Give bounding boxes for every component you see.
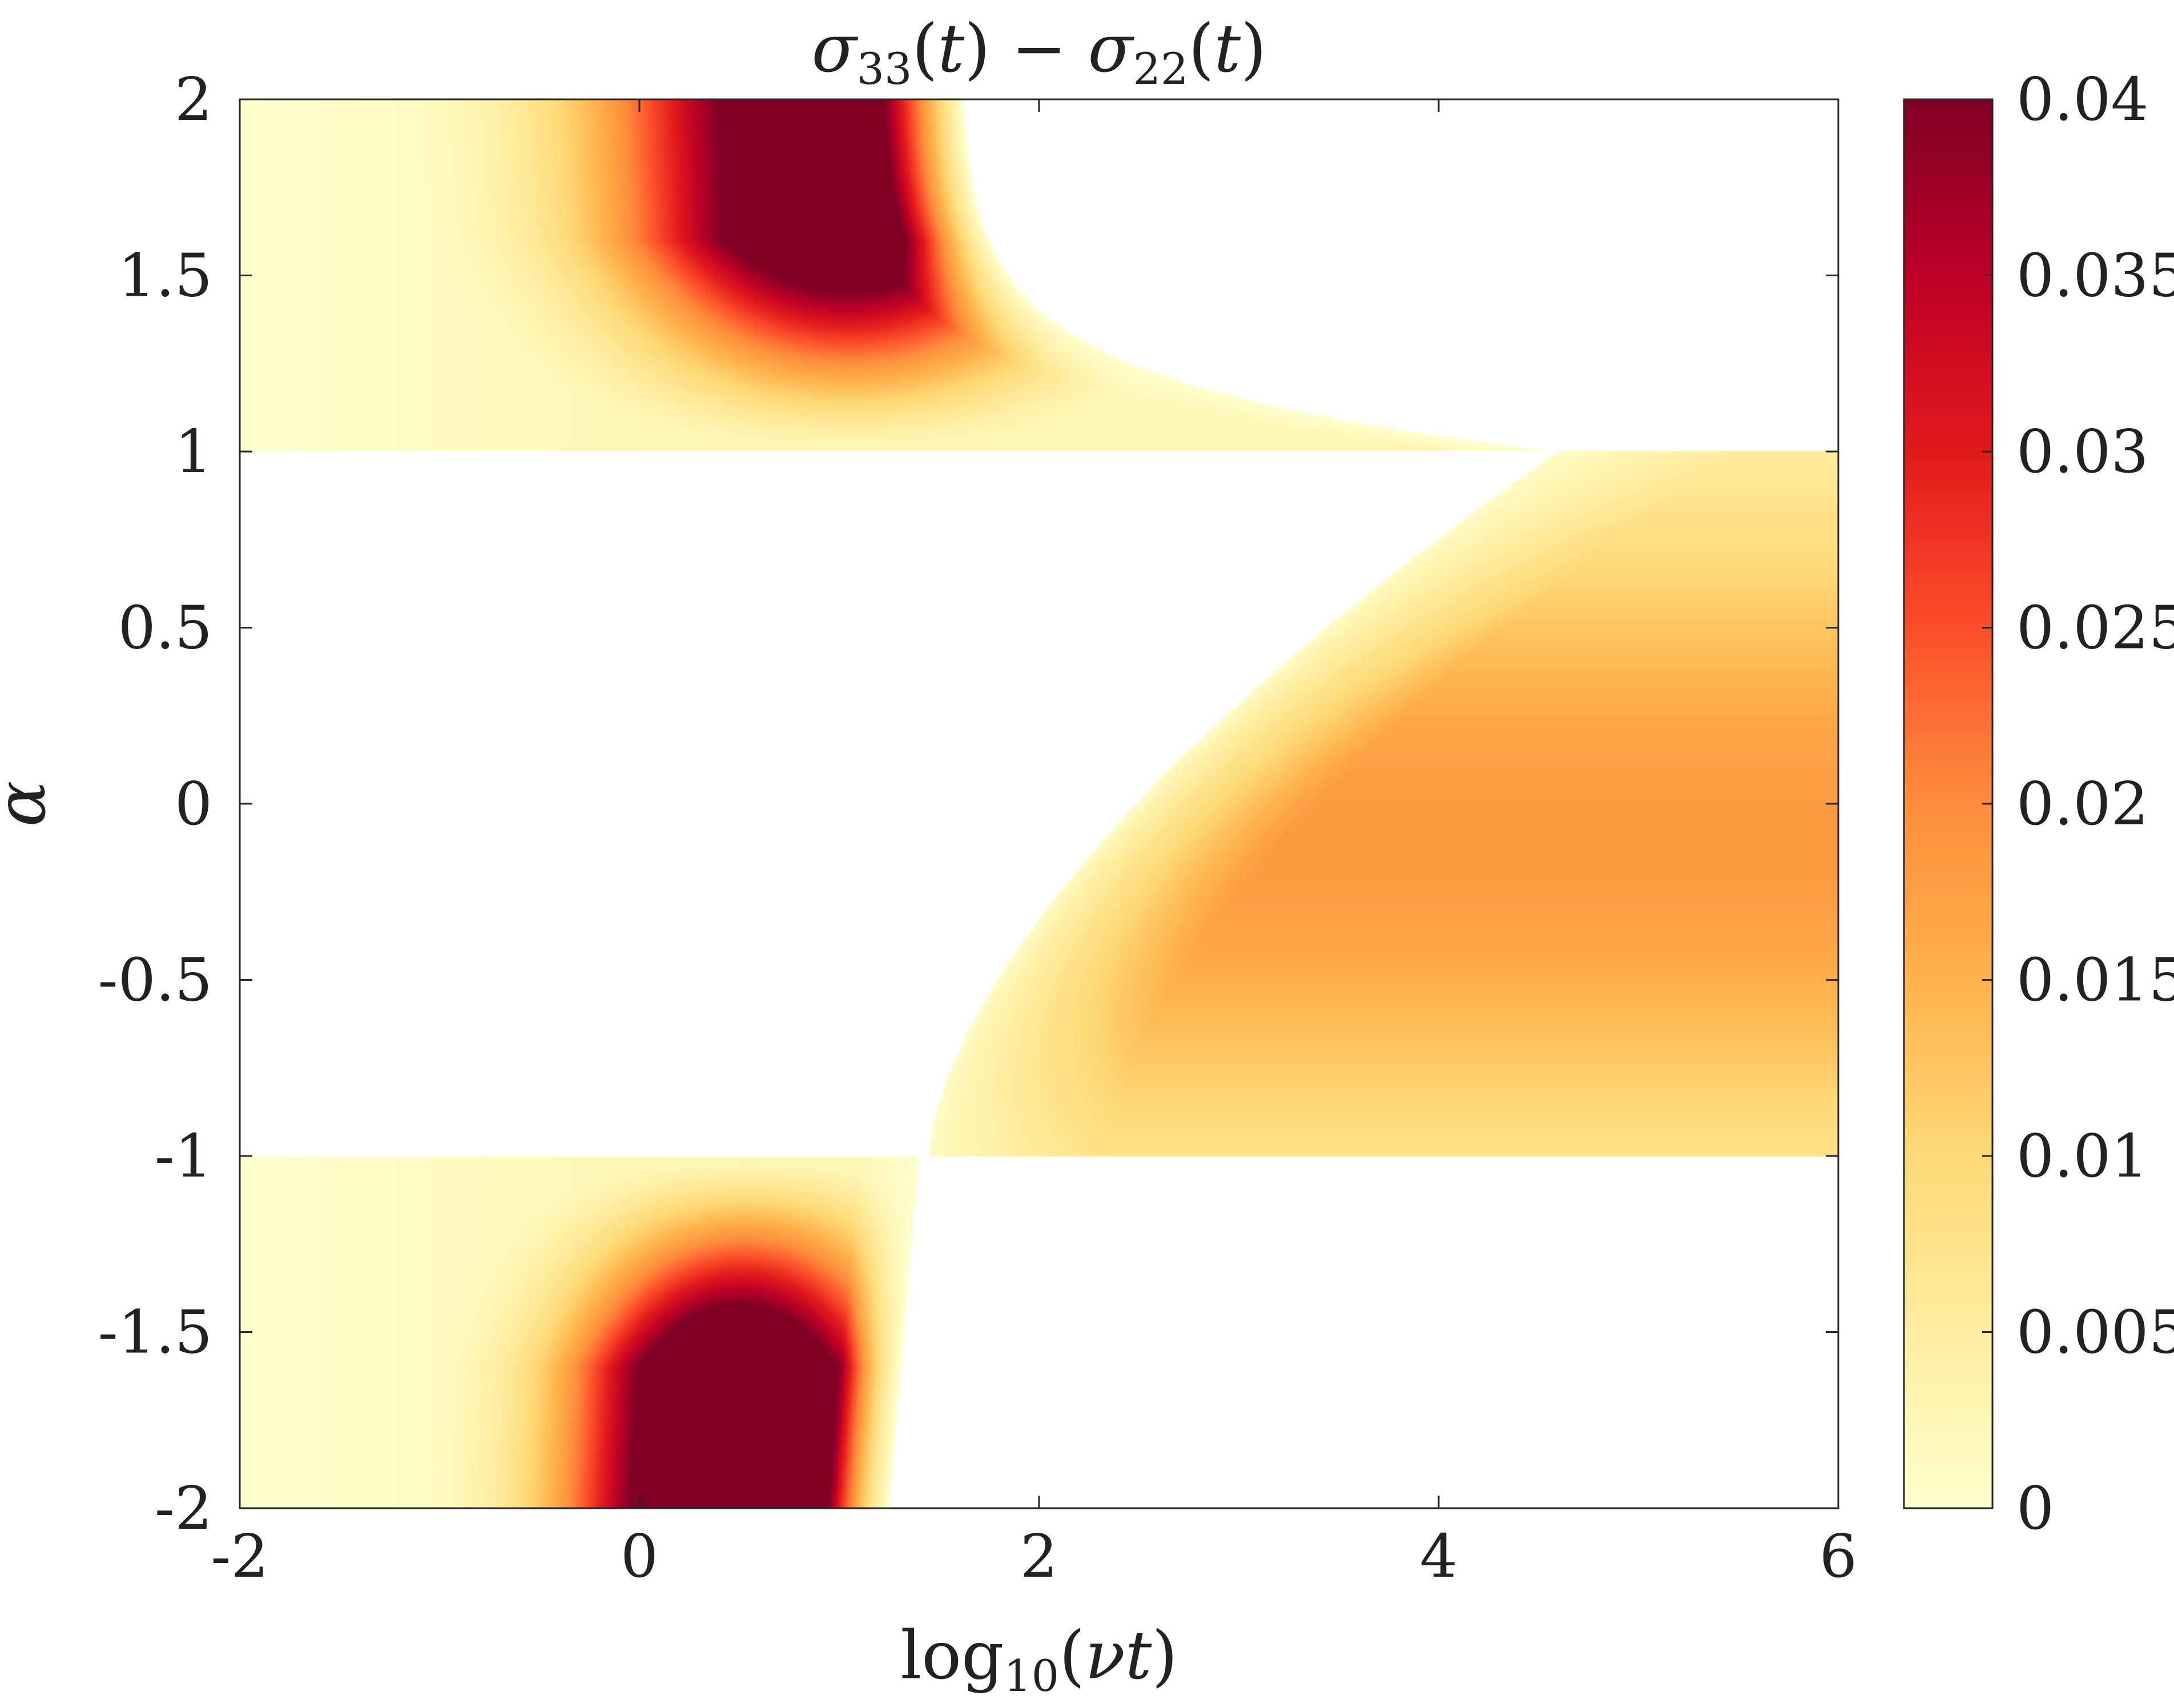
y-tick-label: -1.5 [98,1298,212,1367]
x-tick-label: 0 [621,1521,658,1591]
y-axis: 2 1.5 1 0.5 0 -0.5 -1 -1.5 -2 [98,65,1838,1543]
y-tick-label: -1 [155,1121,212,1191]
colorbar-tick-label: 0 [2016,1473,2054,1543]
y-tick-label: 2 [175,65,212,134]
x-axis: -2 0 2 4 6 [211,99,1857,1591]
chart-title: σ33(t) − σ22(t) [811,10,1266,94]
colorbar-tick-label: 0.015 [2016,945,2174,1015]
colorbar-axis: 0 0.005 0.01 0.015 0.02 0.025 0.03 0.035 0.04 [1982,65,2174,1543]
y-tick-label: 1 [175,417,212,486]
colorbar-tick-label: 0.04 [2016,65,2149,134]
y-tick-label: -0.5 [98,945,212,1015]
y-tick-label: -2 [155,1473,212,1543]
x-tick-label: 2 [1020,1521,1058,1591]
x-axis-label: log10(νt) [900,1617,1178,1701]
colorbar-tick-label: 0.02 [2016,769,2149,839]
colorbar-tick-label: 0.005 [2016,1298,2174,1367]
colorbar-tick-label: 0.03 [2016,417,2149,486]
colorbar-tick-label: 0.035 [2016,241,2174,311]
y-axis-label: α [0,780,61,827]
colorbar-tick-label: 0.01 [2016,1121,2149,1191]
x-tick-label: 6 [1819,1521,1857,1591]
y-tick-label: 1.5 [118,241,212,311]
colorbar-tick-label: 0.025 [2016,593,2174,663]
x-tick-label: -2 [211,1521,268,1591]
colorbar [1903,98,1994,1509]
heatmap-image [240,99,1838,1508]
y-tick-label: 0 [175,769,212,839]
x-tick-label: 4 [1420,1521,1458,1591]
y-tick-label: 0.5 [118,593,212,663]
